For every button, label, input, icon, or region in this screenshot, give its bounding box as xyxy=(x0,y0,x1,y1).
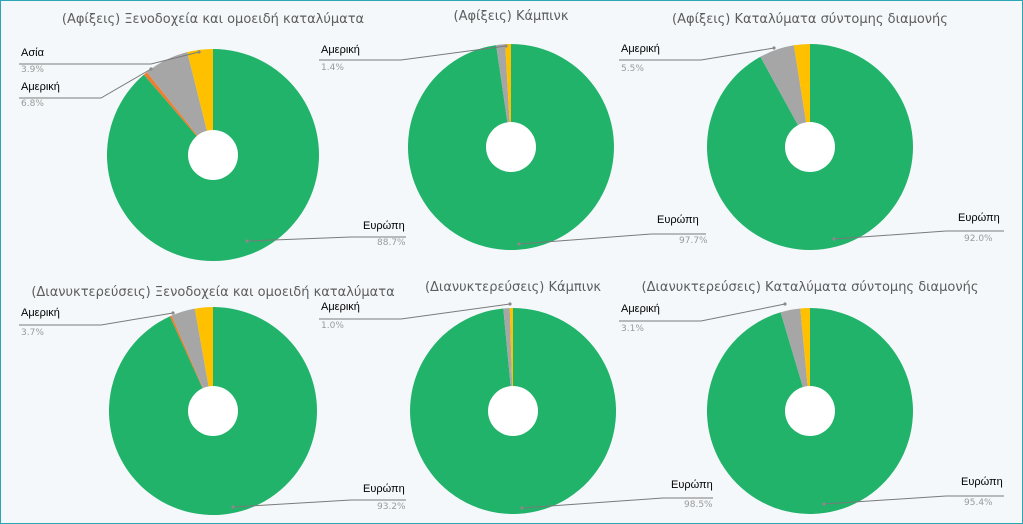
leader-line-europe xyxy=(518,233,706,245)
leader-dot xyxy=(517,242,521,246)
data-label-europe: Ευρώπη xyxy=(363,483,405,495)
data-label-percent-europe: 88.7% xyxy=(377,238,406,248)
data-label-america: Αμερική xyxy=(21,307,60,319)
pie-slice-asia xyxy=(793,44,810,147)
pie-slice-america xyxy=(503,308,513,411)
data-label-percent-europe: 93.2% xyxy=(377,502,406,512)
leader-line-europe xyxy=(833,230,1004,240)
pie-slice-america xyxy=(760,45,810,147)
leader-line-europe xyxy=(521,497,713,509)
chart-title: (Αφίξεις) Ξενοδοχεία και ομοειδή καταλύμ… xyxy=(62,12,364,27)
data-label-percent-america: 3.1% xyxy=(621,324,644,334)
data-label-percent-america: 6.8% xyxy=(21,99,44,109)
pie-slice-other xyxy=(143,72,213,155)
pie-slice-america xyxy=(171,308,213,411)
pie-center-hole xyxy=(188,386,238,436)
data-label-percent-america: 3.7% xyxy=(21,328,44,338)
data-label-europe: Ευρώπη xyxy=(671,479,713,491)
leader-dot xyxy=(245,239,249,243)
data-label-percent-europe: 92.0% xyxy=(964,234,993,244)
pie-slice-america xyxy=(146,52,213,155)
data-label-asia: Ασία xyxy=(21,47,45,59)
data-label-america: Αμερική xyxy=(621,43,660,55)
pie-center-hole xyxy=(488,386,538,436)
leader-dot xyxy=(772,46,776,50)
data-label-percent-america: 5.5% xyxy=(621,64,644,74)
data-label-percent-europe: 98.5% xyxy=(684,500,713,510)
data-label-percent-asia: 3.9% xyxy=(21,65,44,75)
leader-dot xyxy=(197,50,201,54)
chart-title: (Αφίξεις) Καταλύματα σύντομης διαμονής xyxy=(672,12,948,27)
data-label-percent-america: 1.4% xyxy=(321,63,344,73)
leader-line-europe xyxy=(246,236,406,242)
leader-dot xyxy=(149,67,153,71)
data-label-europe: Ευρώπη xyxy=(363,220,405,232)
leader-line-europe xyxy=(823,495,1004,505)
leader-line-america xyxy=(319,45,507,61)
leader-line-asia xyxy=(19,51,200,65)
pie-slice-asia xyxy=(509,307,513,411)
pie-slice-asia xyxy=(800,308,810,411)
pie-slice-asia xyxy=(505,43,511,147)
data-label-percent-europe: 97.7% xyxy=(679,236,708,246)
pie-center-hole xyxy=(486,122,536,172)
leader-dot xyxy=(504,44,508,48)
data-label-percent-america: 1.0% xyxy=(321,321,344,331)
leader-dot xyxy=(231,505,235,509)
pie-slice-asia xyxy=(187,49,213,155)
leader-line-america xyxy=(19,312,174,326)
pie-center-hole xyxy=(785,386,835,436)
leader-line-america xyxy=(619,303,786,322)
data-label-europe: Ευρώπη xyxy=(657,214,699,226)
chart-title: (Αφίξεις) Κάμπινκ xyxy=(454,9,569,24)
data-label-america: Αμερική xyxy=(321,44,360,56)
data-label-america: Αμερική xyxy=(21,81,60,93)
pie-slice-other xyxy=(169,315,213,411)
leader-line-america xyxy=(619,47,775,61)
chart-title: (Διανυκτερεύσεις) Ξενοδοχεία και ομοειδή… xyxy=(31,285,394,300)
leader-line-europe xyxy=(232,499,406,508)
leader-dot xyxy=(520,506,524,510)
pie-center-hole xyxy=(188,130,238,180)
leader-line-america xyxy=(19,68,152,99)
data-label-percent-europe: 95.4% xyxy=(964,498,993,508)
chart-title: (Διανυκτερεύσεις) Κάμπινκ xyxy=(425,280,601,295)
pie-slice-america xyxy=(780,308,810,411)
pie-center-hole xyxy=(785,122,835,172)
chart-title: (Διανυκτερεύσεις) Καταλύματα σύντομης δι… xyxy=(642,280,979,295)
pie-slice-america xyxy=(496,44,511,147)
leader-dot xyxy=(508,302,512,306)
data-label-america: Αμερική xyxy=(321,301,360,313)
leader-line-america xyxy=(319,303,511,320)
pie-slice-asia xyxy=(194,307,213,411)
data-label-europe: Ευρώπη xyxy=(961,476,1003,488)
data-label-america: Αμερική xyxy=(621,303,660,315)
leader-dot xyxy=(832,237,836,241)
data-label-europe: Ευρώπη xyxy=(958,212,1000,224)
leader-dot xyxy=(171,311,175,315)
leader-dot xyxy=(822,502,826,506)
leader-dot xyxy=(783,302,787,306)
